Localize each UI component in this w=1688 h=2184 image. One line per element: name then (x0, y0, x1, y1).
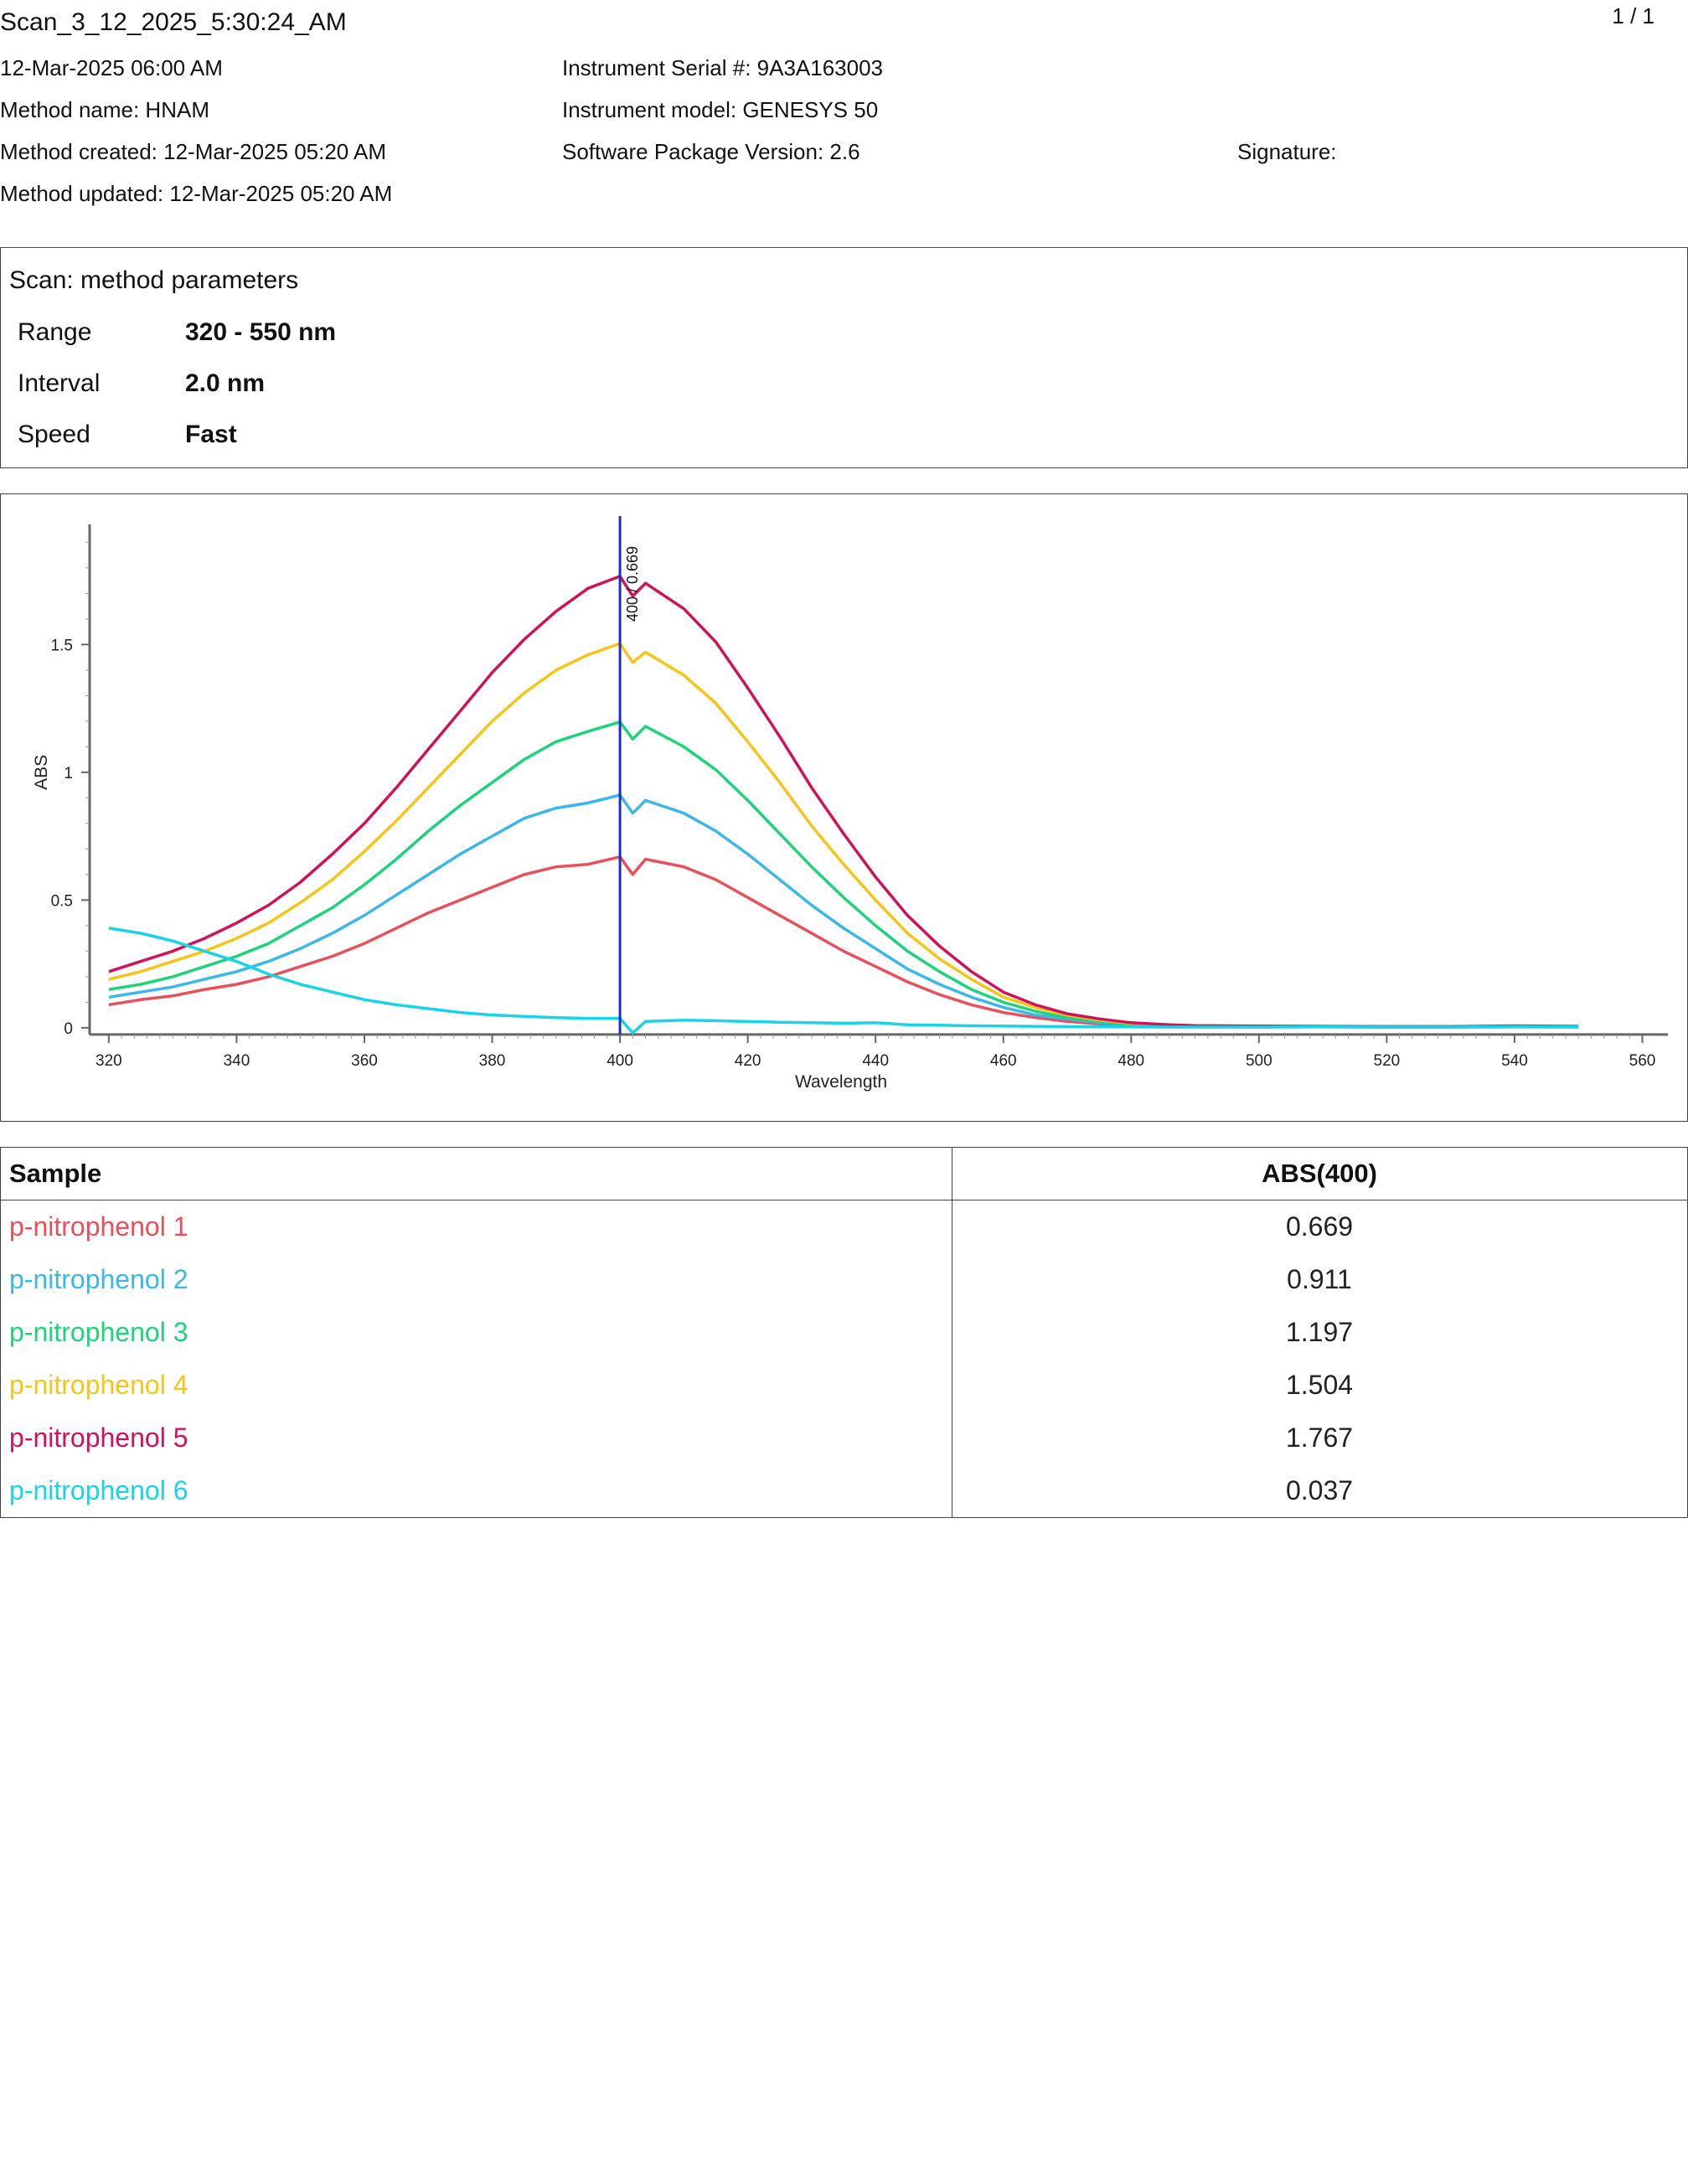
series-line-6 (108, 927, 1579, 1035)
param-value-range: 320 - 550 nm (185, 318, 337, 346)
x-tick-label: 400 (607, 1052, 633, 1070)
param-label-range: Range (18, 318, 92, 346)
y-tick-label: 1 (64, 765, 73, 782)
x-tick-label: 380 (479, 1052, 506, 1070)
series-line-3 (108, 720, 1579, 1029)
table-header-row: Sample ABS(400) (0, 1147, 1688, 1200)
instrument-model: Instrument model: GENESYS 50 (562, 97, 879, 122)
signature-label: Signature: (1237, 139, 1337, 164)
abs-value: 0.037 (952, 1464, 1688, 1518)
y-tick-label: 0 (64, 1020, 73, 1038)
param-value-speed: Fast (185, 421, 237, 448)
spectrum-chart: 320 340 360 380 400 420 440 460 480 500 520 540 560 0… (32, 516, 1668, 1092)
method-created: Method created: 12-Mar-2025 05:20 AM (0, 139, 387, 164)
method-updated: Method updated: 12-Mar-2025 05:20 AM (0, 181, 393, 206)
abs-value: 0.669 (952, 1200, 1688, 1253)
abs-value: 1.767 (952, 1412, 1688, 1464)
x-tick-label: 480 (1118, 1052, 1144, 1070)
series-line-5 (108, 575, 1579, 1029)
abs-value: 1.504 (952, 1359, 1688, 1412)
x-tick-label: 520 (1374, 1052, 1401, 1070)
table-row: p-nitrophenol 3 1.197 (0, 1306, 1688, 1359)
param-label-interval: Interval (18, 369, 101, 397)
parameters-title: Scan: method parameters (9, 266, 299, 294)
table-row: p-nitrophenol 4 1.504 (0, 1359, 1688, 1412)
sample-name: p-nitrophenol 3 (0, 1306, 952, 1359)
marker-label: 400 / 0.669 (624, 546, 641, 622)
y-axis-label: ABS (32, 755, 51, 790)
abs-value: 1.197 (952, 1306, 1688, 1359)
method-parameters-panel: Scan: method parameters Range 320 - 550 … (0, 247, 1688, 468)
instrument-serial: Instrument Serial #: 9A3A163003 (562, 55, 884, 80)
x-tick-label: 320 (95, 1052, 122, 1070)
param-value-interval: 2.0 nm (185, 369, 266, 397)
scan-datetime: 12-Mar-2025 06:00 AM (0, 55, 223, 80)
scan-title: Scan_3_12_2025_5:30:24_AM (0, 8, 347, 36)
x-tick-label: 340 (224, 1052, 250, 1070)
results-table: Sample ABS(400) p-nitrophenol 1 0.669 p-ni… (0, 1147, 1688, 1518)
page-number: 1 / 1 (1612, 3, 1654, 28)
table-row: p-nitrophenol 2 0.911 (0, 1253, 1688, 1306)
method-name: Method name: HNAM (0, 97, 209, 122)
abs-value: 0.911 (952, 1253, 1688, 1306)
spectrum-chart-panel: 320 340 360 380 400 420 440 460 480 500 520 540 560 0… (0, 493, 1688, 1122)
x-tick-label: 540 (1501, 1052, 1528, 1070)
sample-name: p-nitrophenol 2 (0, 1253, 952, 1306)
y-tick-label: 1.5 (51, 637, 73, 654)
header-abs-400: ABS(400) (952, 1147, 1688, 1200)
sample-name: p-nitrophenol 4 (0, 1359, 952, 1412)
param-label-speed: Speed (18, 421, 90, 448)
table-row: p-nitrophenol 5 1.767 (0, 1412, 1688, 1464)
header-sample: Sample (0, 1147, 952, 1200)
x-tick-label: 460 (990, 1052, 1017, 1070)
x-tick-label: 500 (1246, 1052, 1272, 1070)
software-version: Software Package Version: 2.6 (562, 139, 860, 164)
y-tick-label: 0.5 (51, 892, 73, 910)
x-tick-label: 420 (735, 1052, 761, 1070)
table-row: p-nitrophenol 1 0.669 (0, 1200, 1688, 1253)
sample-name: p-nitrophenol 5 (0, 1412, 952, 1464)
x-tick-label: 560 (1629, 1052, 1656, 1070)
x-tick-label: 440 (862, 1052, 889, 1070)
x-axis-label: Wavelength (795, 1072, 887, 1092)
sample-name: p-nitrophenol 1 (0, 1200, 952, 1253)
sample-name: p-nitrophenol 6 (0, 1464, 952, 1518)
x-tick-label: 360 (351, 1052, 378, 1070)
table-row: p-nitrophenol 6 0.037 (0, 1464, 1688, 1518)
